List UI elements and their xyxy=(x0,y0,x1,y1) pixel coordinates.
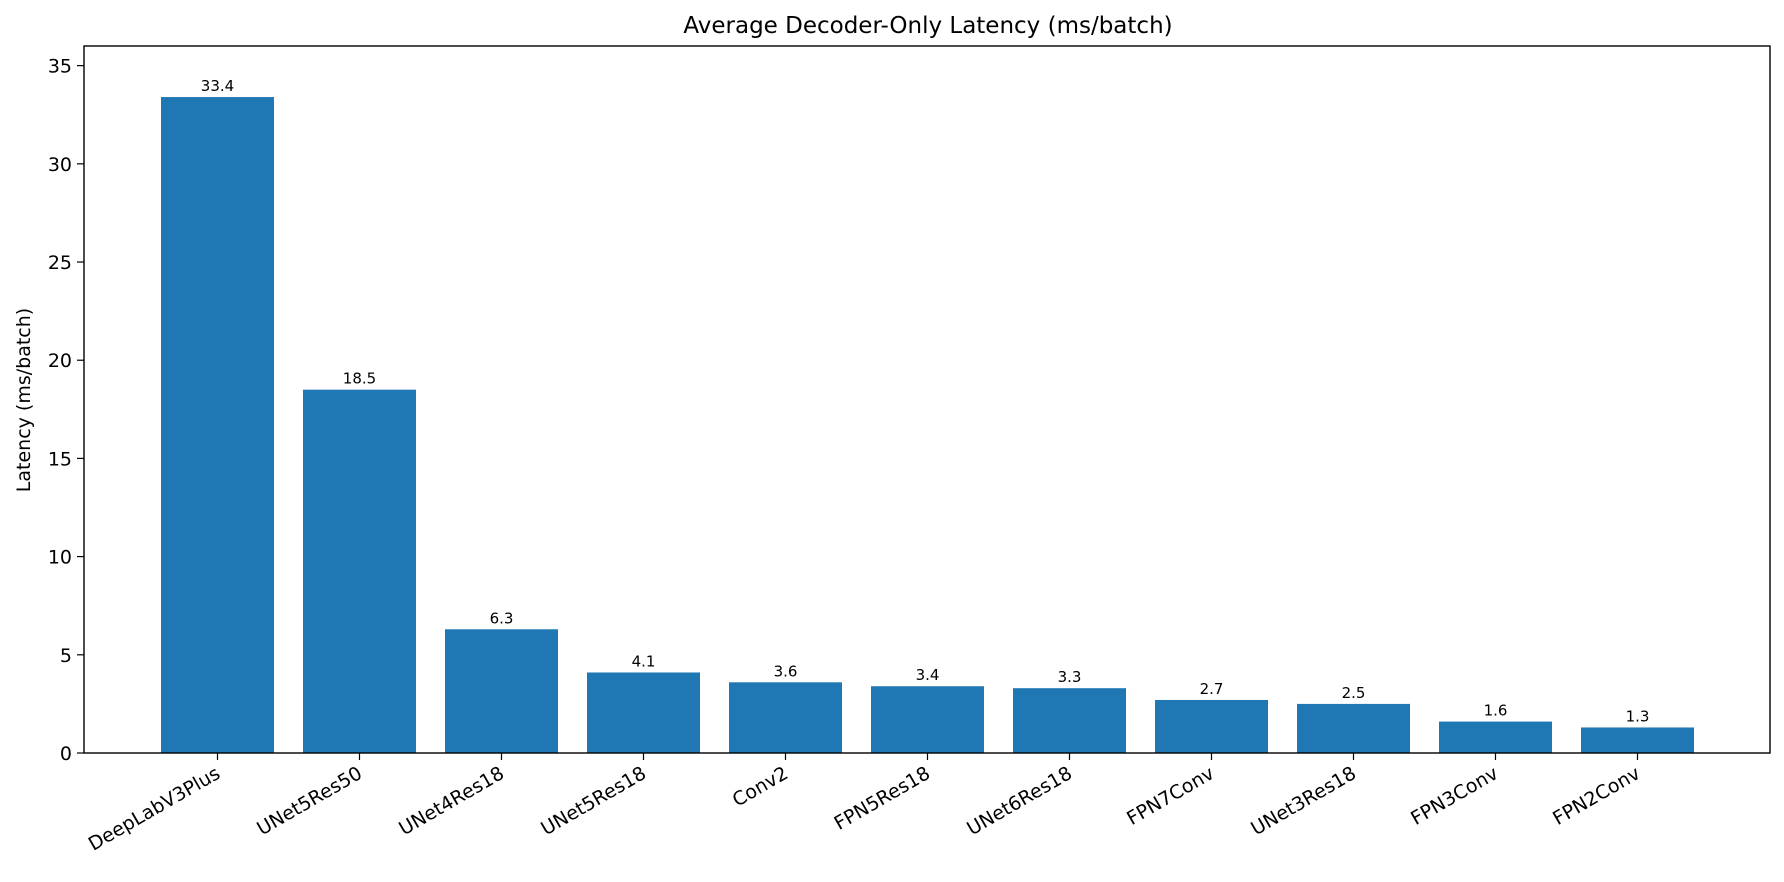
bar-value-label: 2.5 xyxy=(1342,684,1366,702)
x-tick-label: UNet4Res18 xyxy=(395,762,508,840)
bar xyxy=(161,97,274,754)
plot-frame xyxy=(83,45,1771,754)
data-labels-group: 33.4 18.5 6.3 4.1 3.6 3.4 3.3 2.7 2.5 1.6 1.3 xyxy=(201,77,1650,725)
x-tick-label: UNet5Res18 xyxy=(537,762,650,840)
y-axis: 0 5 10 15 20 25 30 35 xyxy=(48,56,84,765)
x-tick-label: FPN7Conv xyxy=(1123,762,1218,829)
bar xyxy=(1439,721,1552,753)
bar-value-label: 6.3 xyxy=(490,609,514,627)
y-tick-label: 15 xyxy=(48,448,72,470)
bar-value-label: 3.6 xyxy=(774,662,798,680)
y-tick-label: 30 xyxy=(48,154,72,176)
bar-value-label: 3.4 xyxy=(916,666,940,684)
bars-group xyxy=(161,97,1694,754)
x-axis: DeepLabV3Plus UNet5Res50 UNet4Res18 UNet5Re… xyxy=(85,753,1644,855)
x-tick-label: Conv2 xyxy=(729,762,792,811)
x-tick-label: UNet5Res50 xyxy=(253,762,366,840)
bar-value-label: 2.7 xyxy=(1200,680,1224,698)
x-tick-label: UNet3Res18 xyxy=(1247,762,1360,840)
bar-value-label: 18.5 xyxy=(343,370,376,388)
bar-value-label: 1.3 xyxy=(1626,707,1650,725)
y-axis-label: Latency (ms/batch) xyxy=(13,308,35,492)
x-tick-label: FPN2Conv xyxy=(1549,762,1644,829)
bar xyxy=(445,629,558,753)
bar xyxy=(1013,688,1126,753)
bar xyxy=(303,389,416,753)
bar xyxy=(1581,727,1694,753)
x-tick-label: FPN3Conv xyxy=(1407,762,1502,829)
bar-value-label: 33.4 xyxy=(201,77,234,95)
bar xyxy=(871,686,984,753)
bar xyxy=(587,672,700,753)
y-tick-label: 25 xyxy=(48,252,72,274)
y-tick-label: 0 xyxy=(60,743,72,765)
bar-value-label: 3.3 xyxy=(1058,668,1082,686)
chart-title: Average Decoder-Only Latency (ms/batch) xyxy=(683,13,1172,39)
bar-value-label: 4.1 xyxy=(632,652,656,670)
bar-value-label: 1.6 xyxy=(1484,702,1508,720)
x-tick-label: DeepLabV3Plus xyxy=(85,762,224,855)
y-tick-label: 20 xyxy=(48,350,72,372)
y-tick-label: 5 xyxy=(60,645,72,667)
bar xyxy=(729,682,842,753)
x-tick-label: FPN5Res18 xyxy=(830,762,934,834)
bar xyxy=(1297,703,1410,753)
y-tick-label: 35 xyxy=(48,56,72,78)
bar xyxy=(1155,699,1268,753)
y-tick-label: 10 xyxy=(48,547,72,569)
x-tick-label: UNet6Res18 xyxy=(963,762,1076,840)
